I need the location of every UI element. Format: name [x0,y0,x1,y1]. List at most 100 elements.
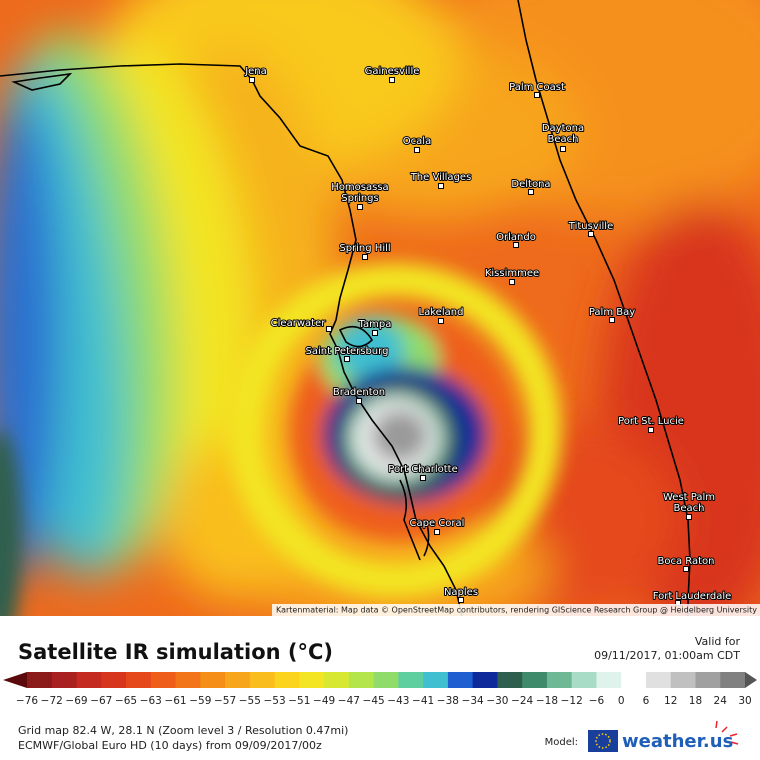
city-marker [414,147,420,153]
colorbar-swatch [472,672,498,688]
colorbar-swatch [274,672,300,688]
city-marker [560,146,566,152]
city-marker [389,77,395,83]
city-label: Boca Raton [657,556,714,567]
colorbar-swatch [670,672,696,688]
city-label: Naples [444,587,478,598]
city-marker [648,427,654,433]
city-label: Gainesville [365,66,420,77]
colorbar-swatch [126,672,152,688]
city-marker [357,204,363,210]
city-label: Bradenton [333,387,385,398]
city-marker [458,597,464,603]
colorbar-label: −65 [115,695,137,707]
colorbar-swatch [76,672,102,688]
colorbar-swatch [596,672,622,688]
city-label: Titusville [568,221,613,232]
colorbar-swatch [175,672,201,688]
colorbar-swatch [150,672,177,688]
city-marker [362,254,368,260]
colorbar-label: −43 [387,695,409,707]
colorbar-swatch [571,672,597,688]
valid-time: 09/11/2017, 01:00am CDT [594,649,740,662]
eu-stars [595,733,611,749]
colorbar-label: −51 [288,695,310,707]
colorbar-swatch [398,672,424,688]
city-marker [609,317,615,323]
colorbar-swatch [645,672,672,688]
model-run: ECMWF/Global Euro HD (10 days) from 09/0… [18,739,322,752]
colorbar-label: −6 [589,695,605,707]
city-label: Deltona [511,179,550,190]
city-marker [326,326,332,332]
colorbar-label: −18 [536,695,558,707]
city-marker [686,514,692,520]
colorbar-label: −67 [90,695,112,707]
colorbar-swatch [373,672,399,688]
city-label: Port Charlotte [388,464,457,475]
colorbar-label: −41 [412,695,434,707]
city-label: Palm Bay [589,307,635,318]
footer: Grid map 82.4 W, 28.1 N (Zoom level 3 / … [18,720,739,752]
city-label: Tampa [358,319,392,330]
city-marker [528,189,534,195]
colorbar-label: 30 [738,695,751,707]
city-label: Palm Coast [509,82,565,93]
colorbar-swatch [324,672,350,688]
colorbar-swatch [522,672,548,688]
city-label: Fort Lauderdale [653,591,732,602]
attribution-bg [272,604,760,616]
city-marker [534,92,540,98]
city-marker [434,529,440,535]
city-marker [438,318,444,324]
colorbar-label: −57 [214,695,236,707]
colorbar-label: −55 [239,695,261,707]
city-marker [513,242,519,248]
city-label: Lakeland [419,307,464,318]
colorbar-label: −49 [313,695,335,707]
colorbar-label: 24 [714,695,728,707]
city-marker [344,356,350,362]
city-label: Jena [244,66,267,77]
colorbar-label: 12 [664,695,677,707]
grid-info: Grid map 82.4 W, 28.1 N (Zoom level 3 / … [18,724,348,737]
model-label: Model: [545,737,578,748]
city-label: Homosassa [331,182,388,193]
colorbar: −76 −72 −69 −67 −65 −63 −61 −59 −57 −55 −53 −51 −49−… [3,672,757,707]
attribution: Kartenmaterial: Map data © OpenStreetMap… [276,606,757,615]
colorbar-swatch [720,672,746,688]
colorbar-label: 6 [643,695,650,707]
colorbar-swatch [101,672,127,688]
colorbar-swatch [621,672,647,688]
coastline [0,0,691,616]
city-marker [356,398,362,404]
city-label: The Villages [410,172,472,183]
city-marker [588,231,594,237]
colorbar-swatch [249,672,276,688]
city-label: Springs [341,193,378,204]
city-label: Clearwater [271,318,327,329]
colorbar-label: −69 [65,695,87,707]
colorbar-label: −30 [486,695,508,707]
legend: Satellite IR simulation (°C) Valid for 0… [3,635,757,707]
city-marker [420,475,426,481]
brand: weather.us [622,731,733,752]
eu-flag [588,730,618,752]
colorbar-label: −45 [363,695,385,707]
city-marker [249,77,255,83]
city-label: Beach [548,134,579,145]
colorbar-swatch [546,672,573,688]
colorbar-label: −63 [140,695,162,707]
colorbar-label: −38 [437,695,459,707]
city-marker [438,183,444,189]
colorbar-label: −72 [41,695,63,707]
colorbar-swatch [348,672,375,688]
city-marker [683,566,689,572]
colorbar-label: −59 [189,695,211,707]
colorbar-swatch [200,672,226,688]
colorbar-swatch [497,672,523,688]
colorbar-label: −24 [511,695,533,707]
